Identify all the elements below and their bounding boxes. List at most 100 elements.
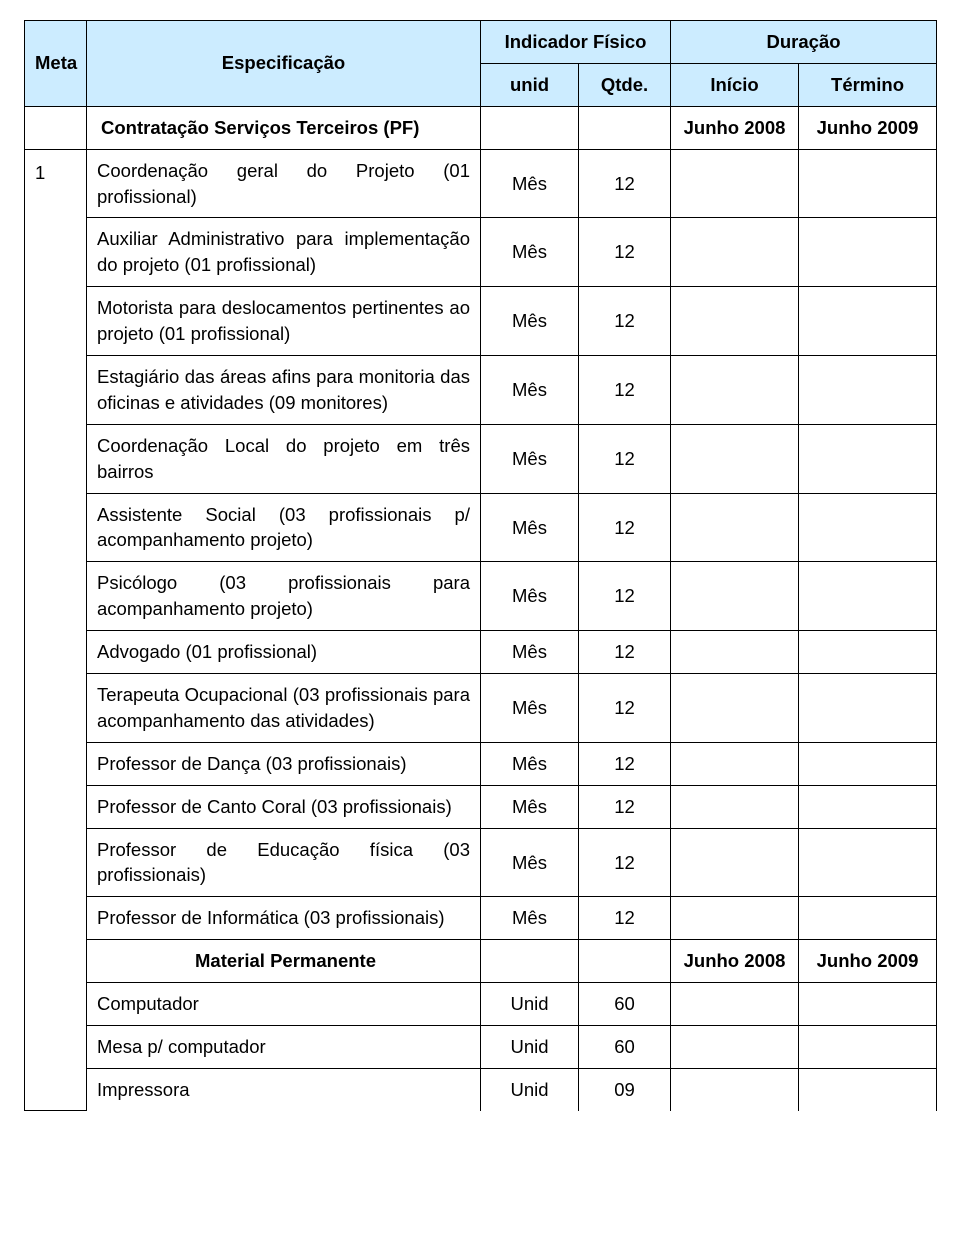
qtde-cell: 12 xyxy=(579,287,671,356)
table-row: Motorista para deslocamentos pertinentes… xyxy=(25,287,937,356)
inicio-cell xyxy=(671,897,799,940)
qtde-cell: 12 xyxy=(579,674,671,743)
termino-cell xyxy=(799,785,937,828)
empty-unid xyxy=(481,106,579,149)
termino-cell xyxy=(799,828,937,897)
unid-cell: Mês xyxy=(481,742,579,785)
unid-cell: Mês xyxy=(481,674,579,743)
inicio-cell xyxy=(671,493,799,562)
section-row-contratacao: Contratação Serviços Terceiros (PF) Junh… xyxy=(25,106,937,149)
table-row: Advogado (01 profissional) Mês 12 xyxy=(25,631,937,674)
qtde-cell: 12 xyxy=(579,493,671,562)
spec-cell: Auxiliar Administrativo para implementaç… xyxy=(87,218,481,287)
unid-cell: Mês xyxy=(481,562,579,631)
col-termino-header: Término xyxy=(799,63,937,106)
termino-cell xyxy=(799,356,937,425)
table-row: Auxiliar Administrativo para implementaç… xyxy=(25,218,937,287)
table-row: Assistente Social (03 profissionais p/ a… xyxy=(25,493,937,562)
table-row: Professor de Educação física (03 profiss… xyxy=(25,828,937,897)
table-row: Professor de Canto Coral (03 profissiona… xyxy=(25,785,937,828)
qtde-cell: 12 xyxy=(579,785,671,828)
qtde-cell: 12 xyxy=(579,897,671,940)
empty-qtde xyxy=(579,940,671,983)
inicio-cell xyxy=(671,742,799,785)
spec-cell: Mesa p/ computador xyxy=(87,1026,481,1069)
qtde-cell: 12 xyxy=(579,356,671,425)
termino-cell xyxy=(799,424,937,493)
termino-cell xyxy=(799,742,937,785)
unid-cell: Mês xyxy=(481,785,579,828)
termino-cell xyxy=(799,1068,937,1110)
inicio-cell xyxy=(671,356,799,425)
section-row-material: Material Permanente Junho 2008 Junho 200… xyxy=(25,940,937,983)
inicio-cell xyxy=(671,983,799,1026)
termino-cell xyxy=(799,1026,937,1069)
unid-cell: Mês xyxy=(481,897,579,940)
unid-cell: Mês xyxy=(481,287,579,356)
inicio-cell xyxy=(671,287,799,356)
qtde-cell: 12 xyxy=(579,424,671,493)
inicio-cell xyxy=(671,149,799,218)
spec-cell: Terapeuta Ocupacional (03 profissionais … xyxy=(87,674,481,743)
spec-cell: Professor de Informática (03 profissiona… xyxy=(87,897,481,940)
table-row: Terapeuta Ocupacional (03 profissionais … xyxy=(25,674,937,743)
table-row: Computador Unid 60 xyxy=(25,983,937,1026)
table-row: Professor de Dança (03 profissionais) Mê… xyxy=(25,742,937,785)
qtde-cell: 09 xyxy=(579,1068,671,1110)
table-row: Impressora Unid 09 xyxy=(25,1068,937,1110)
col-spec-header: Especificação xyxy=(87,21,481,107)
spec-cell: Estagiário das áreas afins para monitori… xyxy=(87,356,481,425)
qtde-cell: 12 xyxy=(579,218,671,287)
empty-qtde xyxy=(579,106,671,149)
inicio-cell xyxy=(671,631,799,674)
inicio-cell xyxy=(671,218,799,287)
col-unid-header: unid xyxy=(481,63,579,106)
qtde-cell: 12 xyxy=(579,631,671,674)
qtde-cell: 60 xyxy=(579,983,671,1026)
unid-cell: Mês xyxy=(481,631,579,674)
termino-cell xyxy=(799,631,937,674)
unid-cell: Unid xyxy=(481,1068,579,1110)
spec-cell: Professor de Educação física (03 profiss… xyxy=(87,828,481,897)
section-title-contratacao: Contratação Serviços Terceiros (PF) xyxy=(87,106,481,149)
spec-cell: Computador xyxy=(87,983,481,1026)
inicio-cell xyxy=(671,1068,799,1110)
spec-cell: Advogado (01 profissional) xyxy=(87,631,481,674)
termino-cell xyxy=(799,674,937,743)
table-row: Professor de Informática (03 profissiona… xyxy=(25,897,937,940)
spec-cell: Professor de Dança (03 profissionais) xyxy=(87,742,481,785)
table-header-row-1: Meta Especificação Indicador Físico Dura… xyxy=(25,21,937,64)
inicio-cell xyxy=(671,785,799,828)
page: Meta Especificação Indicador Físico Dura… xyxy=(0,0,960,1111)
table-row: Estagiário das áreas afins para monitori… xyxy=(25,356,937,425)
termino-cell xyxy=(799,287,937,356)
spec-cell: Assistente Social (03 profissionais p/ a… xyxy=(87,493,481,562)
col-indicador-header: Indicador Físico xyxy=(481,21,671,64)
unid-cell: Mês xyxy=(481,218,579,287)
meta-empty-cell xyxy=(25,106,87,149)
data-table: Meta Especificação Indicador Físico Dura… xyxy=(24,20,937,1111)
inicio-cell xyxy=(671,674,799,743)
unid-cell: Mês xyxy=(481,149,579,218)
qtde-cell: 60 xyxy=(579,1026,671,1069)
termino-cell xyxy=(799,562,937,631)
unid-cell: Unid xyxy=(481,1026,579,1069)
section1-termino: Junho 2009 xyxy=(799,106,937,149)
unid-cell: Unid xyxy=(481,983,579,1026)
termino-cell xyxy=(799,897,937,940)
table-row: Coordenação Local do projeto em três bai… xyxy=(25,424,937,493)
spec-cell: Motorista para deslocamentos pertinentes… xyxy=(87,287,481,356)
col-duracao-header: Duração xyxy=(671,21,937,64)
inicio-cell xyxy=(671,562,799,631)
spec-cell: Impressora xyxy=(87,1068,481,1110)
col-meta-header: Meta xyxy=(25,21,87,107)
section1-inicio: Junho 2008 xyxy=(671,106,799,149)
spec-cell: Professor de Canto Coral (03 profissiona… xyxy=(87,785,481,828)
empty-unid xyxy=(481,940,579,983)
inicio-cell xyxy=(671,424,799,493)
inicio-cell xyxy=(671,828,799,897)
table-row: 1 Coordenação geral do Projeto (01 profi… xyxy=(25,149,937,218)
unid-cell: Mês xyxy=(481,424,579,493)
unid-cell: Mês xyxy=(481,356,579,425)
unid-cell: Mês xyxy=(481,828,579,897)
